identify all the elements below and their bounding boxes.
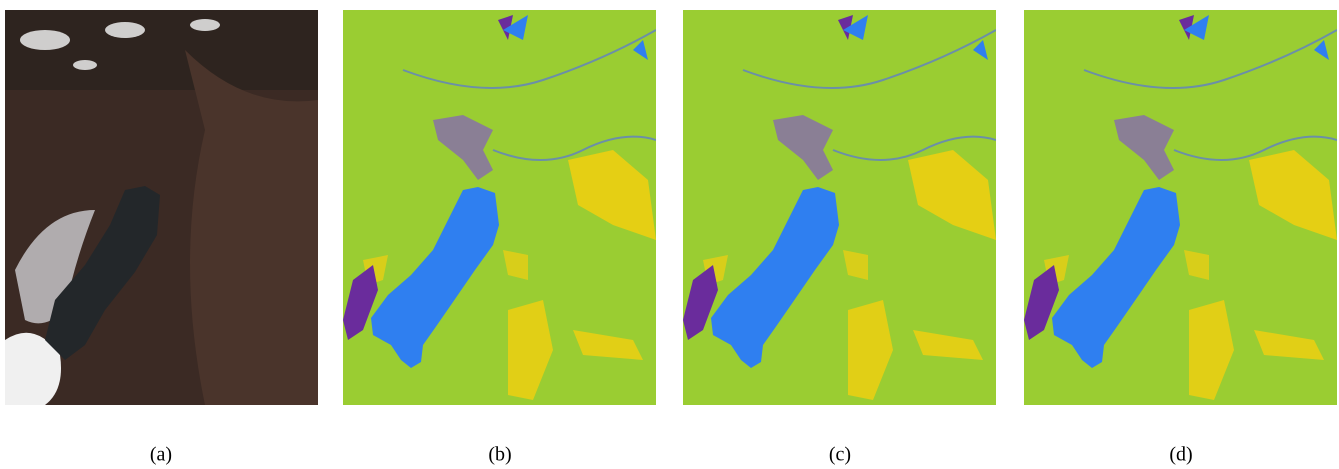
- panel-label: (b): [488, 444, 511, 466]
- panel-label: (d): [1169, 444, 1192, 466]
- figure: (a) (b) (c) (d): [0, 0, 1339, 469]
- panel-label: (a): [150, 444, 172, 466]
- panel-label: (c): [829, 444, 851, 466]
- classification-map: [1024, 10, 1337, 405]
- satellite-image: [5, 10, 318, 405]
- classification-map: [343, 10, 656, 405]
- classification-map: [683, 10, 996, 405]
